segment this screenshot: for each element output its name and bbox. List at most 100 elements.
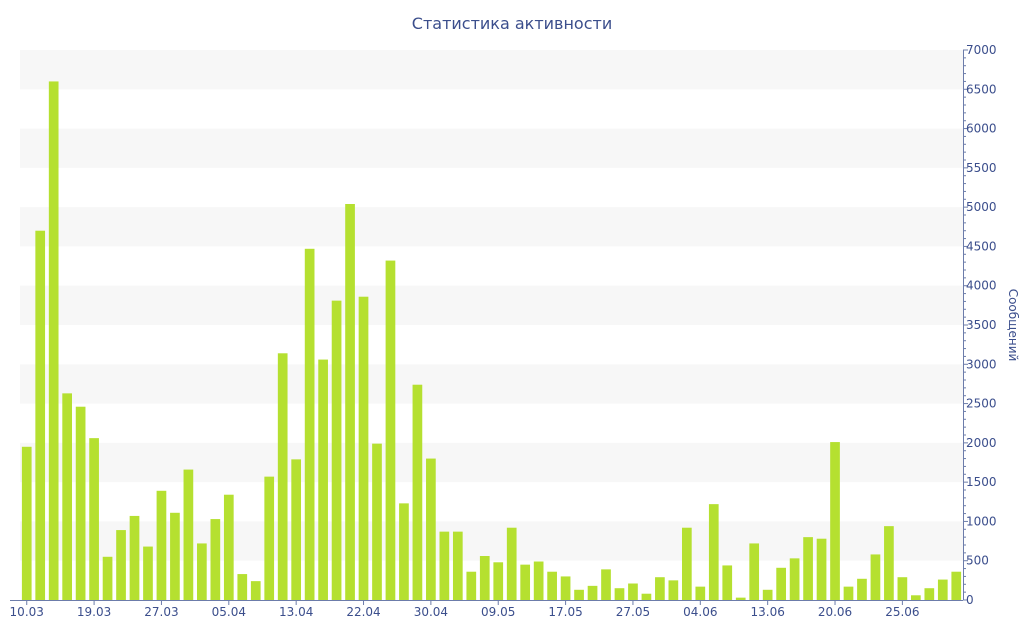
x-tick-label: 04.06 [683, 605, 717, 619]
x-tick-label: 22.04 [346, 605, 380, 619]
bar[interactable] [21, 446, 32, 600]
bar[interactable] [506, 527, 517, 600]
bar[interactable] [35, 230, 46, 600]
bar[interactable] [399, 503, 409, 600]
bar[interactable] [951, 571, 962, 600]
bar[interactable] [479, 556, 490, 600]
bars-group [21, 81, 962, 601]
bar[interactable] [89, 438, 99, 600]
bar[interactable] [735, 597, 746, 600]
bar[interactable] [628, 583, 638, 601]
bar[interactable] [291, 459, 302, 600]
bar[interactable] [264, 476, 275, 600]
bar[interactable] [143, 546, 153, 600]
bar[interactable] [937, 579, 948, 600]
bar[interactable] [412, 384, 423, 600]
bar[interactable] [708, 504, 719, 600]
bar[interactable] [156, 490, 167, 600]
bar[interactable] [197, 543, 207, 600]
bar[interactable] [816, 538, 827, 600]
x-tick-label: 10.03 [10, 605, 44, 619]
grid-band [20, 442, 963, 483]
bar[interactable] [830, 442, 840, 600]
bar[interactable] [223, 494, 234, 600]
x-tick-label: 19.03 [77, 605, 111, 619]
bar[interactable] [493, 562, 504, 600]
bar[interactable] [452, 531, 463, 600]
bar[interactable] [62, 393, 72, 600]
bar[interactable] [331, 300, 342, 600]
bar[interactable] [48, 81, 59, 601]
bar[interactable] [897, 577, 908, 600]
bar[interactable] [560, 576, 571, 600]
bar[interactable] [372, 443, 382, 600]
bar[interactable] [75, 406, 86, 600]
bar[interactable] [116, 530, 126, 600]
x-tick-label: 20.06 [818, 605, 852, 619]
grid-band [20, 364, 963, 404]
bar[interactable] [547, 571, 557, 600]
bar[interactable] [911, 595, 921, 600]
bar[interactable] [681, 527, 692, 600]
bar[interactable] [722, 565, 733, 600]
bar[interactable] [749, 543, 760, 600]
x-axis-ticks: 10.03 19.03 27.03 05.04 13.04 22.04 30.04 09.05… [10, 600, 920, 619]
x-tick-label: 13.06 [750, 605, 784, 619]
bar[interactable] [237, 574, 248, 600]
bar[interactable] [884, 526, 894, 600]
bar[interactable] [857, 578, 867, 600]
bar[interactable] [762, 589, 773, 600]
bar[interactable] [695, 586, 706, 600]
bar[interactable] [345, 204, 355, 600]
bar[interactable] [102, 556, 113, 600]
x-tick-label: 17.05 [548, 605, 582, 619]
bar[interactable] [924, 588, 935, 600]
bar[interactable] [533, 561, 544, 601]
y-tick-label: 2500 [966, 397, 997, 411]
y-tick-label: 6500 [966, 82, 997, 96]
x-tick-label: 05.04 [212, 605, 246, 619]
bar[interactable] [183, 469, 194, 600]
y-tick-label: 2000 [966, 436, 997, 450]
bar[interactable] [574, 589, 584, 600]
bar[interactable] [614, 588, 625, 600]
bar[interactable] [776, 567, 786, 600]
bar[interactable] [250, 581, 261, 600]
bar[interactable] [466, 571, 477, 600]
bar[interactable] [210, 519, 221, 600]
y-tick-label: 6000 [966, 122, 997, 136]
bar[interactable] [803, 537, 813, 600]
y-tick-label: 4500 [966, 239, 997, 253]
bar[interactable] [304, 248, 315, 601]
bar[interactable] [318, 359, 328, 600]
y-tick-label: 7000 [966, 43, 997, 57]
bar[interactable] [170, 512, 180, 600]
bar[interactable] [655, 577, 665, 600]
bar[interactable] [439, 531, 450, 600]
bar[interactable] [277, 353, 288, 600]
bar[interactable] [641, 593, 652, 600]
x-tick-label: 27.05 [616, 605, 650, 619]
x-tick-label: 30.04 [414, 605, 448, 619]
bar[interactable] [668, 580, 679, 600]
grid-band [20, 207, 963, 247]
grid-band [20, 128, 963, 168]
bar[interactable] [426, 458, 436, 600]
bar[interactable] [587, 585, 598, 600]
grid-band [20, 50, 963, 90]
y-tick-label: 500 [966, 554, 989, 568]
grid-bands [20, 50, 963, 561]
y-tick-label: 0 [966, 593, 974, 607]
y-tick-label: 1500 [966, 475, 997, 489]
bar[interactable] [789, 558, 800, 600]
bar[interactable] [358, 296, 369, 600]
y-tick-label: 5500 [966, 161, 997, 175]
bar[interactable] [601, 569, 611, 600]
bar[interactable] [129, 515, 140, 600]
bar[interactable] [385, 260, 396, 600]
y-tick-label: 4000 [966, 279, 997, 293]
bar[interactable] [520, 564, 531, 600]
bar[interactable] [843, 586, 854, 600]
x-tick-label: 27.03 [144, 605, 178, 619]
bar[interactable] [870, 554, 881, 600]
